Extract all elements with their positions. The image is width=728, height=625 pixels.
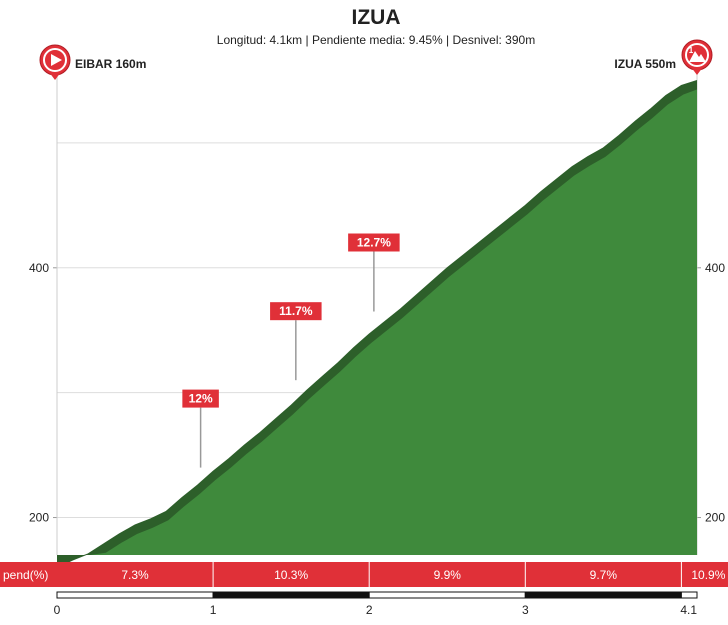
profile-line	[56, 80, 698, 568]
end-marker-badge: 1	[689, 46, 694, 55]
chart-subtitle: Longitud: 4.1km | Pendiente media: 9.45%…	[217, 33, 535, 47]
end-marker: 1 IZUA 550m	[614, 39, 713, 75]
annotation-box	[270, 302, 322, 321]
gradient-strip-bg	[0, 562, 728, 587]
x-tick-label: 0	[54, 603, 61, 617]
marker-layer: 12% 11.7% 12.7%	[182, 233, 400, 468]
x-tick-label: 4.1	[680, 603, 697, 617]
y-tick-label-left: 200	[29, 511, 49, 525]
x-scale-segment	[212, 591, 370, 599]
x-axis: 0 1 2 3 4.1	[54, 591, 698, 617]
annotation-box	[182, 389, 219, 408]
annotation-label: 11.7%	[279, 304, 313, 318]
start-marker-label: EIBAR 160m	[75, 57, 146, 71]
start-marker: EIBAR 160m	[39, 44, 146, 80]
profile-area	[59, 80, 697, 555]
gradient-strip: pend(%) 7.3% 10.3% 9.9% 9.7% 10.9%	[0, 562, 728, 587]
gradient-value: 10.9%	[691, 568, 725, 582]
mountain-pin-icon: 1	[681, 39, 713, 75]
x-tick-label: 2	[366, 603, 373, 617]
end-marker-label: IZUA 550m	[614, 57, 676, 71]
gradient-value: 10.3%	[274, 568, 308, 582]
x-tick-label: 1	[210, 603, 217, 617]
x-scale-segment	[368, 591, 526, 599]
x-scale-segment	[680, 591, 698, 599]
y-tick-label-left: 400	[29, 261, 49, 275]
chart-title: IZUA	[352, 6, 401, 29]
y-tick-label-right: 400	[705, 261, 725, 275]
x-scale-segment	[56, 591, 214, 599]
x-tick-label: 3	[522, 603, 529, 617]
x-scale-segment	[524, 591, 682, 599]
gradient-value: 9.9%	[434, 568, 462, 582]
gradient-value: 9.7%	[590, 568, 618, 582]
annotation-label: 12%	[189, 392, 213, 406]
profile-area-layer	[56, 80, 698, 568]
annotation-box	[348, 233, 400, 252]
annotation-label: 12.7%	[357, 236, 391, 250]
y-tick-label-right: 200	[705, 511, 725, 525]
gradient-value: 7.3%	[121, 568, 149, 582]
gradient-row-label: pend(%)	[3, 568, 48, 582]
play-pin-icon	[39, 44, 71, 80]
